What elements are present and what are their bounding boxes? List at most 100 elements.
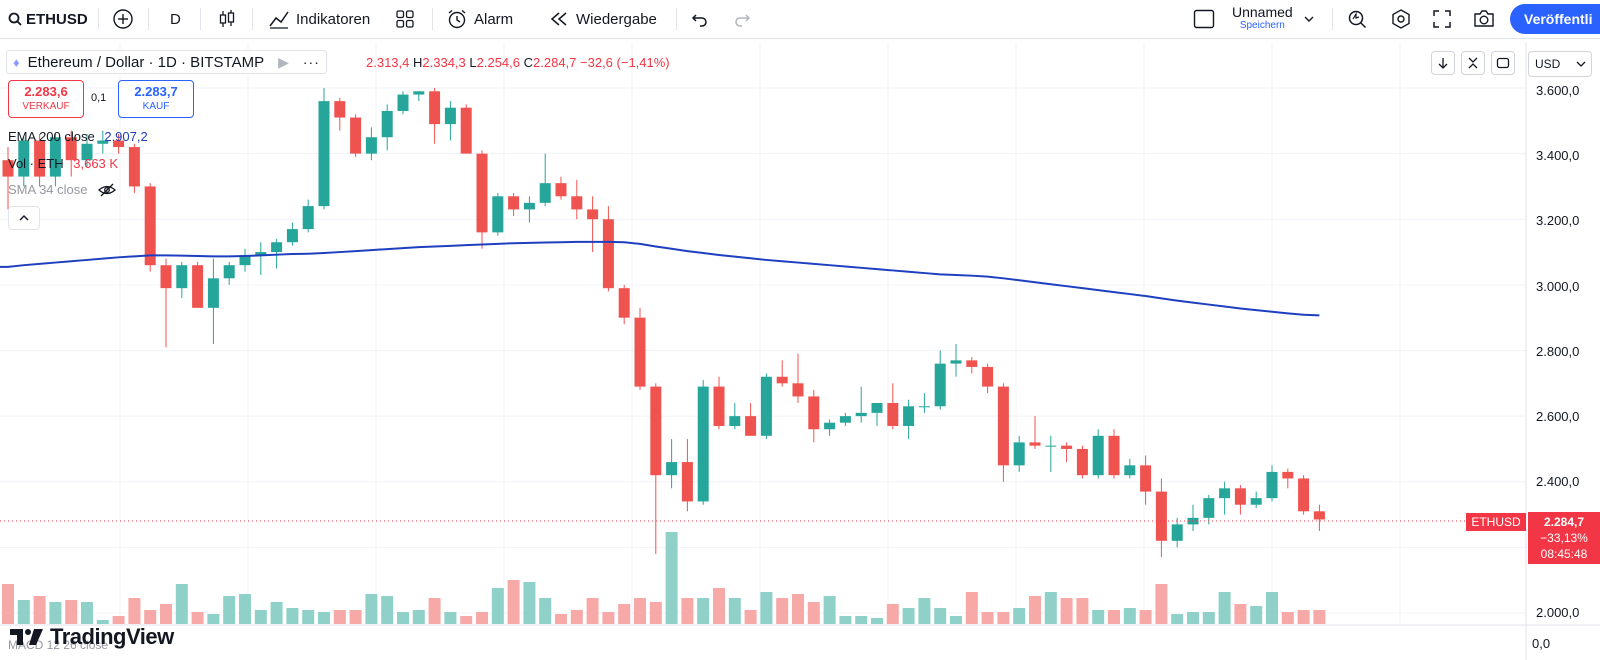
volume-bar	[1218, 592, 1231, 624]
candle-body	[934, 363, 946, 407]
candle-body	[255, 252, 267, 256]
candle-body	[824, 422, 836, 430]
flag-icon[interactable]: ▶	[278, 53, 289, 70]
volume-bar	[1234, 604, 1247, 624]
volume-bar	[460, 616, 473, 624]
volume-bar	[981, 612, 994, 624]
buy-button[interactable]: 2.283,7 KAUF	[118, 80, 194, 118]
symbol-title: Ethereum / Dollar · 1D · BITSTAMP	[27, 53, 265, 71]
layout-toggle[interactable]	[1193, 0, 1215, 38]
replay-button[interactable]: Wiedergabe	[548, 0, 657, 38]
volume-bar	[160, 604, 172, 624]
indicators-button[interactable]: Indikatoren	[268, 0, 370, 38]
candle-body	[792, 383, 804, 397]
volume-bar	[49, 602, 62, 624]
sell-label: VERKAUF	[22, 101, 70, 112]
volume-bar	[1281, 612, 1294, 624]
volume-bar	[1029, 596, 1041, 624]
snapshot-button[interactable]	[1472, 0, 1496, 38]
chevron-down-icon	[1576, 61, 1586, 67]
candle-body	[160, 265, 172, 289]
volume-bar	[365, 594, 378, 624]
candle-body	[523, 202, 535, 210]
interval-button[interactable]: D	[170, 10, 181, 28]
candle-body	[903, 406, 915, 426]
fullscreen-button[interactable]	[1432, 0, 1452, 38]
price-chart[interactable]	[0, 42, 1600, 660]
publish-button[interactable]: Veröffentli	[1510, 4, 1600, 34]
sell-button[interactable]: 2.283,6 VERKAUF	[8, 80, 84, 118]
chevron-down-icon	[1304, 16, 1314, 22]
volume-bar	[412, 610, 425, 624]
compare-button[interactable]	[112, 0, 134, 38]
grid-icon	[396, 10, 414, 28]
gear-icon	[1392, 9, 1410, 29]
collapse-pane-button[interactable]	[1461, 51, 1485, 75]
candle-body	[745, 416, 757, 436]
undo-button[interactable]	[690, 0, 710, 38]
ema-legend[interactable]: EMA 200 close 2.907,2	[8, 129, 148, 144]
candle-body	[128, 147, 140, 187]
indicators-label: Indikatoren	[296, 10, 371, 28]
candle-body	[776, 376, 788, 384]
tradingview-logo[interactable]: TradingView	[10, 624, 174, 650]
volume-bar	[207, 614, 220, 624]
volume-bar	[871, 618, 883, 624]
candle-body	[192, 265, 204, 308]
volume-bar	[1171, 614, 1184, 624]
candle-body	[1029, 442, 1041, 446]
layout-name-button[interactable]: Unnamed Speichern	[1232, 0, 1315, 38]
volume-bar	[286, 608, 299, 624]
volume-bar	[744, 610, 757, 624]
macd-axis-tick: 0,0	[1532, 636, 1551, 651]
volume-bar	[349, 610, 362, 624]
close-label: C	[523, 55, 534, 70]
maximize-pane-button[interactable]	[1491, 51, 1515, 75]
volume-bar	[776, 598, 789, 624]
volume-bar	[2, 584, 14, 624]
sma-legend[interactable]: SMA 34 close	[8, 182, 116, 197]
candle-body	[918, 406, 930, 408]
price-tick: 2.600,0	[1536, 409, 1580, 424]
low-value: 2.254,6	[476, 55, 520, 70]
layout-name: Unnamed	[1232, 4, 1293, 20]
more-icon[interactable]: ···	[302, 54, 320, 70]
symbol-search[interactable]: ETHUSD	[8, 0, 88, 38]
templates-button[interactable]	[394, 0, 416, 38]
settings-button[interactable]	[1390, 0, 1412, 38]
sma-label: SMA 34 close	[8, 182, 88, 197]
spread-value: 0,1	[91, 92, 107, 104]
candle-body	[887, 403, 899, 426]
undo-icon	[691, 14, 707, 27]
volume-bar	[1076, 598, 1089, 624]
chart-type-button[interactable]	[216, 0, 238, 38]
price-tick: 2.800,0	[1536, 344, 1580, 359]
currency-select[interactable]: USD	[1528, 51, 1592, 77]
volume-bar	[697, 598, 710, 624]
volume-bar	[934, 608, 947, 624]
candle-body	[666, 462, 678, 476]
volume-bar	[239, 594, 251, 624]
candle-body	[1219, 488, 1231, 499]
alert-button[interactable]: Alarm	[446, 0, 513, 38]
candle-body	[1313, 511, 1325, 520]
volume-bar	[713, 588, 725, 624]
candle-body	[1108, 435, 1120, 476]
eye-hidden-icon[interactable]	[97, 183, 116, 197]
candle-body	[350, 117, 362, 154]
scroll-down-button[interactable]	[1431, 51, 1455, 75]
redo-icon	[735, 14, 751, 27]
redo-button[interactable]	[732, 0, 752, 38]
symbol-legend[interactable]: ♦ Ethereum / Dollar · 1D · BITSTAMP ▶ ··…	[6, 50, 327, 74]
quick-search-button[interactable]	[1346, 0, 1368, 38]
volume-bar	[1313, 610, 1326, 624]
volume-bar	[270, 602, 283, 624]
volume-value: 3,663 K	[73, 156, 119, 171]
volume-bar	[586, 598, 599, 624]
candles-icon	[219, 10, 235, 27]
arrow-down-icon	[1438, 58, 1448, 69]
volume-bar	[602, 612, 615, 624]
volume-legend[interactable]: Vol · ETH 3,663 K	[8, 156, 118, 171]
chart-grid	[0, 42, 1526, 625]
collapse-legend-button[interactable]	[8, 206, 40, 230]
